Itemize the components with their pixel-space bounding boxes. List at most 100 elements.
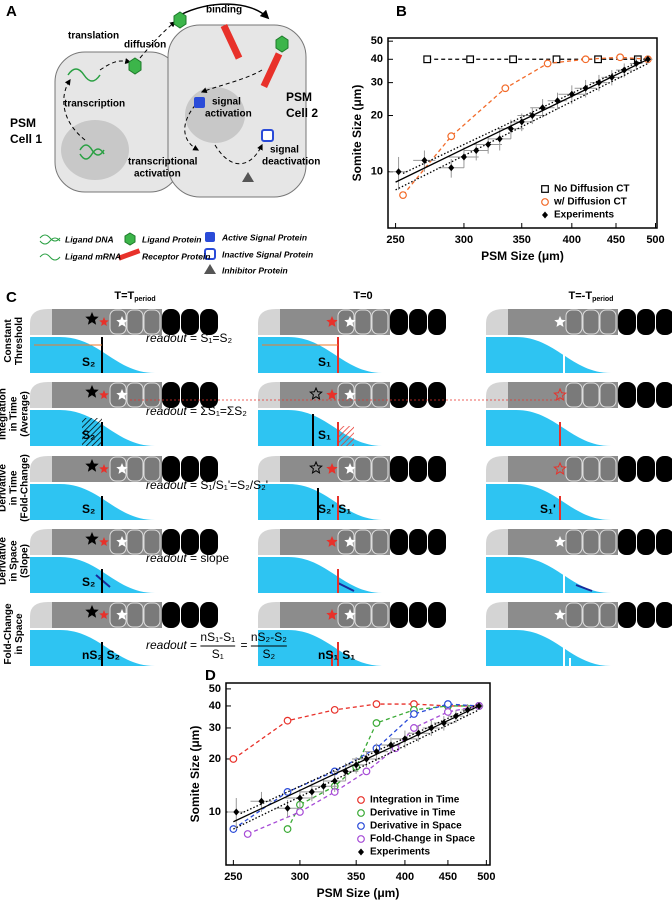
somite <box>618 382 636 408</box>
star <box>554 536 566 547</box>
forming-somite <box>143 529 161 555</box>
forming-somite <box>126 529 144 555</box>
diagram-label: deactivation <box>262 157 320 168</box>
cell-label: nS₂ <box>82 648 103 662</box>
x-tick-label: 250 <box>386 234 404 246</box>
x-tick-label: 250 <box>224 871 242 883</box>
y-tick-label: 30 <box>371 77 383 89</box>
cell-label: S₂ <box>82 428 95 442</box>
legend-label: Experiments <box>370 847 430 858</box>
legend-icon <box>124 232 136 246</box>
marker <box>357 796 365 804</box>
y-axis-label: Somite Size (μm) <box>350 85 364 182</box>
cell-label: S₂' <box>318 502 334 516</box>
plot-frame <box>387 37 658 229</box>
somite <box>409 382 427 408</box>
integrated-area <box>82 418 102 446</box>
forming-somite <box>565 456 583 482</box>
forming-somite <box>582 529 600 555</box>
star <box>326 316 338 327</box>
x-tick-label: 400 <box>563 234 581 246</box>
readout-text: = <box>187 478 201 492</box>
somite <box>428 529 446 555</box>
slope <box>337 582 355 592</box>
somite <box>409 602 427 628</box>
x-tick-label: 500 <box>646 234 664 246</box>
y-tick-label: 50 <box>209 683 221 695</box>
active-signal <box>194 97 205 108</box>
series-line <box>395 62 649 191</box>
cell-label: S₂ <box>107 648 120 662</box>
header-main: T=T <box>114 290 134 302</box>
x-tick-label: 500 <box>477 871 495 883</box>
signal-gradient <box>486 630 611 666</box>
y-tick-label: 20 <box>371 109 383 121</box>
forming-somite <box>126 382 144 408</box>
marker <box>552 55 561 64</box>
star <box>309 460 323 474</box>
y-tick-label: 50 <box>371 35 383 47</box>
star <box>99 390 109 399</box>
star <box>99 610 109 619</box>
somite <box>200 382 218 408</box>
row-label: (Average) <box>20 391 31 437</box>
star <box>553 387 567 401</box>
star <box>116 316 128 327</box>
header-main: T=0 <box>353 290 372 302</box>
marker <box>410 710 418 718</box>
column-header: T=Tperiod <box>114 290 155 303</box>
legend-icon <box>39 234 61 245</box>
marker <box>357 822 365 830</box>
somite <box>618 309 636 335</box>
series-line <box>247 705 480 835</box>
dna <box>79 144 105 160</box>
row-label: Integration <box>0 388 9 440</box>
forming-somite <box>143 602 161 628</box>
marker <box>399 191 407 200</box>
row-label: (Fold-Change) <box>20 454 31 522</box>
star <box>85 605 99 618</box>
somite <box>181 309 199 335</box>
legend-icon <box>204 248 216 260</box>
panel-label: B <box>396 3 407 20</box>
arrow <box>214 143 263 165</box>
arrow <box>200 69 263 94</box>
forming-somite <box>126 456 144 482</box>
forming-somite <box>582 602 600 628</box>
somite <box>390 602 408 628</box>
x-tick-label: 450 <box>439 871 457 883</box>
star <box>326 389 338 400</box>
marker <box>283 825 292 833</box>
somite <box>181 602 199 628</box>
legend-label: Derivative in Space <box>370 821 462 832</box>
marker <box>447 132 456 141</box>
marker <box>284 804 291 812</box>
plot-frame <box>225 682 491 866</box>
signal-gradient <box>486 410 611 446</box>
header-sub: period <box>134 296 155 303</box>
star <box>553 461 567 475</box>
forming-somite <box>354 529 372 555</box>
star <box>344 463 356 474</box>
somite <box>618 456 636 482</box>
readout-text: readout <box>146 478 187 492</box>
star <box>326 536 338 547</box>
forming-somite <box>565 309 583 335</box>
legend-label: Inactive Signal Protein <box>222 249 313 259</box>
readout-denominator: S₁ <box>212 647 224 661</box>
chart: 250 300 350 400 450 500 10 20 30 40 50 PSM Size (μm… <box>188 682 496 900</box>
x-tick-label: 450 <box>607 234 625 246</box>
legend-label: Ligand mRNA <box>65 251 121 261</box>
diagram-label: activation <box>205 109 252 120</box>
somite <box>656 382 672 408</box>
readout-text: readout <box>146 551 187 565</box>
signal-gradient <box>30 484 155 520</box>
star <box>309 386 323 400</box>
forming-somite <box>565 602 583 628</box>
marker <box>233 808 240 816</box>
star <box>116 463 128 474</box>
signal-gradient <box>258 484 383 520</box>
somite <box>409 456 427 482</box>
somite <box>200 602 218 628</box>
somite <box>656 309 672 335</box>
